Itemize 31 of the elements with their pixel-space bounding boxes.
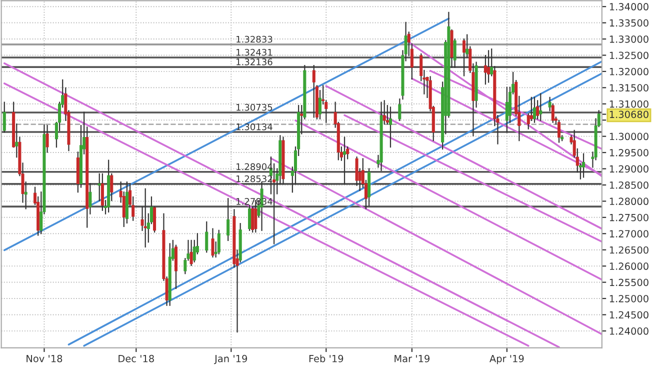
- x-tick-label: Nov '18: [26, 354, 62, 362]
- y-tick-label: 1.25500: [610, 278, 648, 286]
- y-tick-label: 1.30680: [610, 110, 648, 118]
- y-tick-label: 1.29000: [610, 165, 648, 173]
- x-tick-label: Jan '19: [214, 354, 248, 364]
- y-tick-label: 1.28000: [610, 198, 648, 206]
- x-tick-label: Mar '19: [394, 354, 430, 362]
- y-tick-label: 1.33000: [610, 35, 648, 43]
- x-tick-label: Feb '19: [309, 354, 344, 362]
- y-tick-label: 1.25000: [610, 294, 648, 302]
- y-tick-label: 1.24000: [610, 327, 648, 335]
- y-tick-label: 1.26000: [610, 262, 648, 270]
- y-tick-label: 1.28500: [610, 181, 648, 189]
- y-tick-label: 1.27500: [610, 214, 648, 222]
- y-tick-label: 1.33500: [610, 19, 648, 27]
- y-tick-label: 1.30000: [610, 132, 648, 140]
- ref-line-label: 1.32431: [236, 48, 272, 56]
- y-tick-label: 1.32500: [610, 52, 648, 60]
- y-tick-label: 1.26500: [610, 246, 648, 254]
- y-tick-label: 1.29500: [610, 149, 648, 156]
- ref-line-label: 1.32136: [236, 58, 272, 66]
- y-tick-label: 1.32000: [610, 68, 648, 76]
- y-tick-label: 1.31000: [610, 100, 648, 108]
- y-tick-label: 1.24500: [610, 311, 648, 319]
- ref-line-label: 1.32833: [236, 36, 272, 43]
- x-tick-label: Apr '19: [490, 354, 524, 364]
- x-tick-label: Dec '18: [118, 354, 154, 362]
- y-tick-label: 1.27000: [610, 230, 648, 238]
- y-tick-label: 1.31500: [610, 84, 648, 92]
- y-tick-label: 1.34000: [610, 3, 648, 10]
- ref-line-label: 1.30735: [236, 104, 272, 111]
